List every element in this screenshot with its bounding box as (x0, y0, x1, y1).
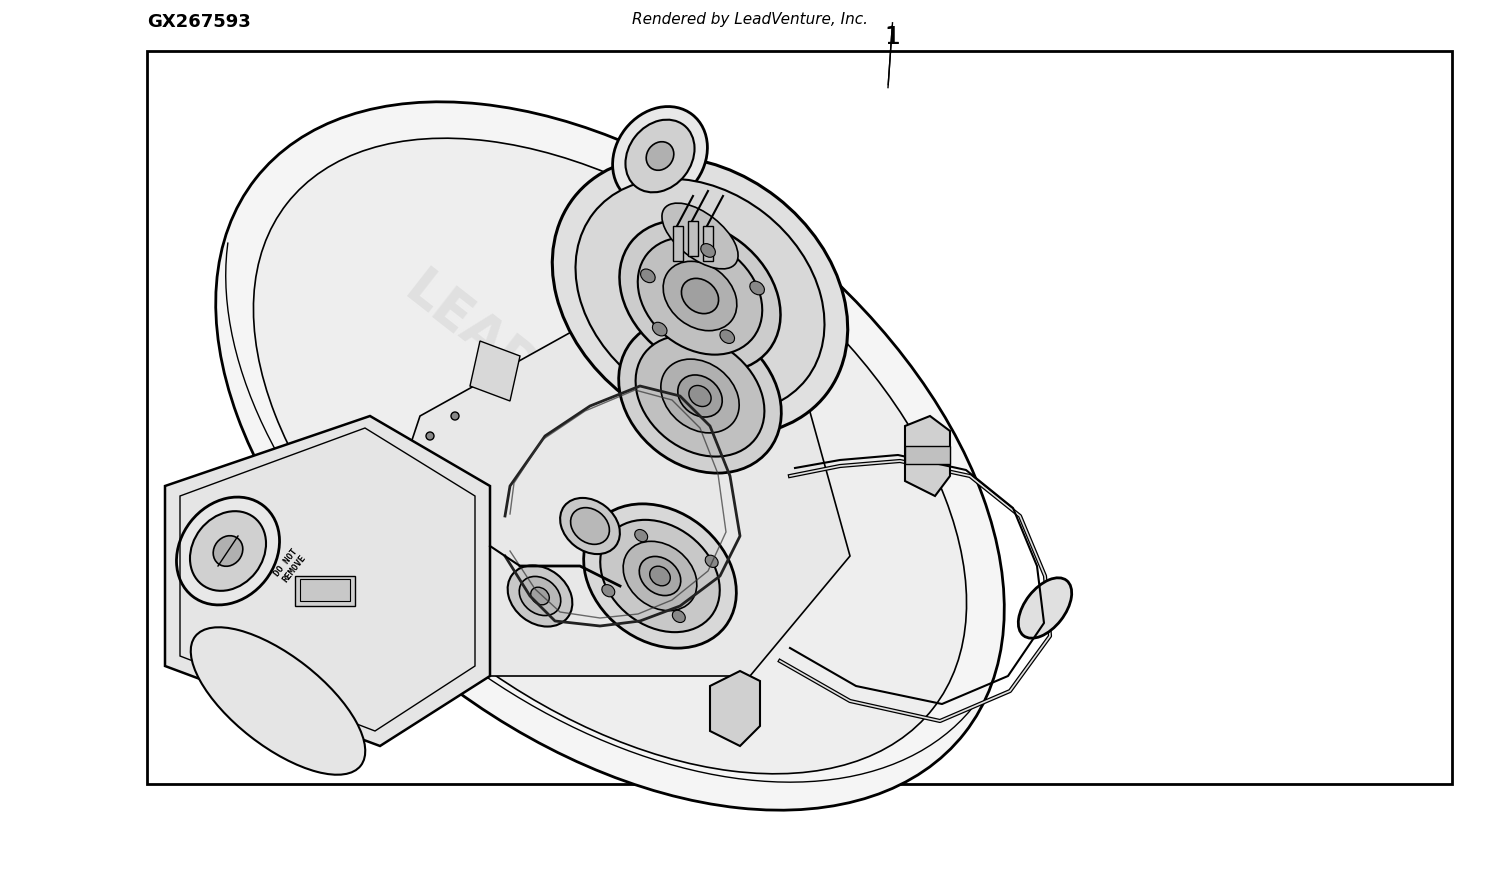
Ellipse shape (190, 627, 366, 774)
Ellipse shape (426, 432, 433, 440)
Bar (904, 446, 950, 464)
Polygon shape (165, 416, 491, 746)
Ellipse shape (622, 541, 698, 611)
Ellipse shape (618, 319, 782, 473)
Ellipse shape (576, 179, 825, 413)
Ellipse shape (519, 576, 561, 616)
Ellipse shape (177, 497, 279, 605)
Ellipse shape (602, 584, 615, 597)
Ellipse shape (650, 566, 670, 586)
Text: GX267593: GX267593 (147, 13, 250, 31)
Ellipse shape (626, 120, 694, 193)
Ellipse shape (688, 385, 711, 406)
Ellipse shape (570, 508, 609, 544)
Ellipse shape (190, 512, 266, 590)
Ellipse shape (705, 555, 718, 568)
Text: DO NOT
REMOVE: DO NOT REMOVE (273, 548, 308, 584)
Ellipse shape (750, 281, 765, 295)
Ellipse shape (452, 412, 459, 420)
Text: 1: 1 (885, 25, 900, 49)
Ellipse shape (254, 138, 966, 774)
Ellipse shape (560, 498, 620, 555)
Polygon shape (380, 316, 850, 676)
Ellipse shape (600, 519, 720, 632)
Ellipse shape (640, 269, 656, 283)
Ellipse shape (612, 107, 708, 206)
Ellipse shape (700, 244, 715, 258)
Ellipse shape (662, 203, 738, 269)
Bar (296, 576, 356, 606)
Ellipse shape (681, 279, 718, 314)
Ellipse shape (662, 359, 740, 433)
Ellipse shape (639, 556, 681, 596)
Polygon shape (470, 341, 520, 401)
Ellipse shape (646, 142, 674, 170)
Ellipse shape (584, 504, 736, 648)
Ellipse shape (216, 102, 1005, 810)
Ellipse shape (720, 329, 735, 343)
Ellipse shape (678, 375, 722, 417)
Ellipse shape (507, 565, 573, 626)
Text: 1: 1 (885, 25, 900, 49)
Bar (688, 221, 698, 256)
Ellipse shape (672, 611, 686, 623)
Bar (300, 579, 350, 601)
Ellipse shape (638, 237, 762, 355)
Ellipse shape (531, 587, 549, 604)
Ellipse shape (552, 157, 848, 435)
Bar (674, 226, 682, 261)
Bar (147, 51, 1452, 784)
Polygon shape (710, 671, 760, 746)
Polygon shape (904, 416, 950, 496)
Text: LEADVENTURE: LEADVENTURE (394, 263, 766, 569)
Ellipse shape (213, 536, 243, 566)
Ellipse shape (620, 220, 780, 371)
Ellipse shape (636, 336, 765, 456)
Ellipse shape (1019, 578, 1071, 639)
Text: Rendered by LeadVenture, Inc.: Rendered by LeadVenture, Inc. (632, 11, 868, 27)
Ellipse shape (663, 261, 736, 330)
Ellipse shape (652, 322, 668, 336)
Ellipse shape (634, 529, 648, 541)
Bar (704, 226, 712, 261)
